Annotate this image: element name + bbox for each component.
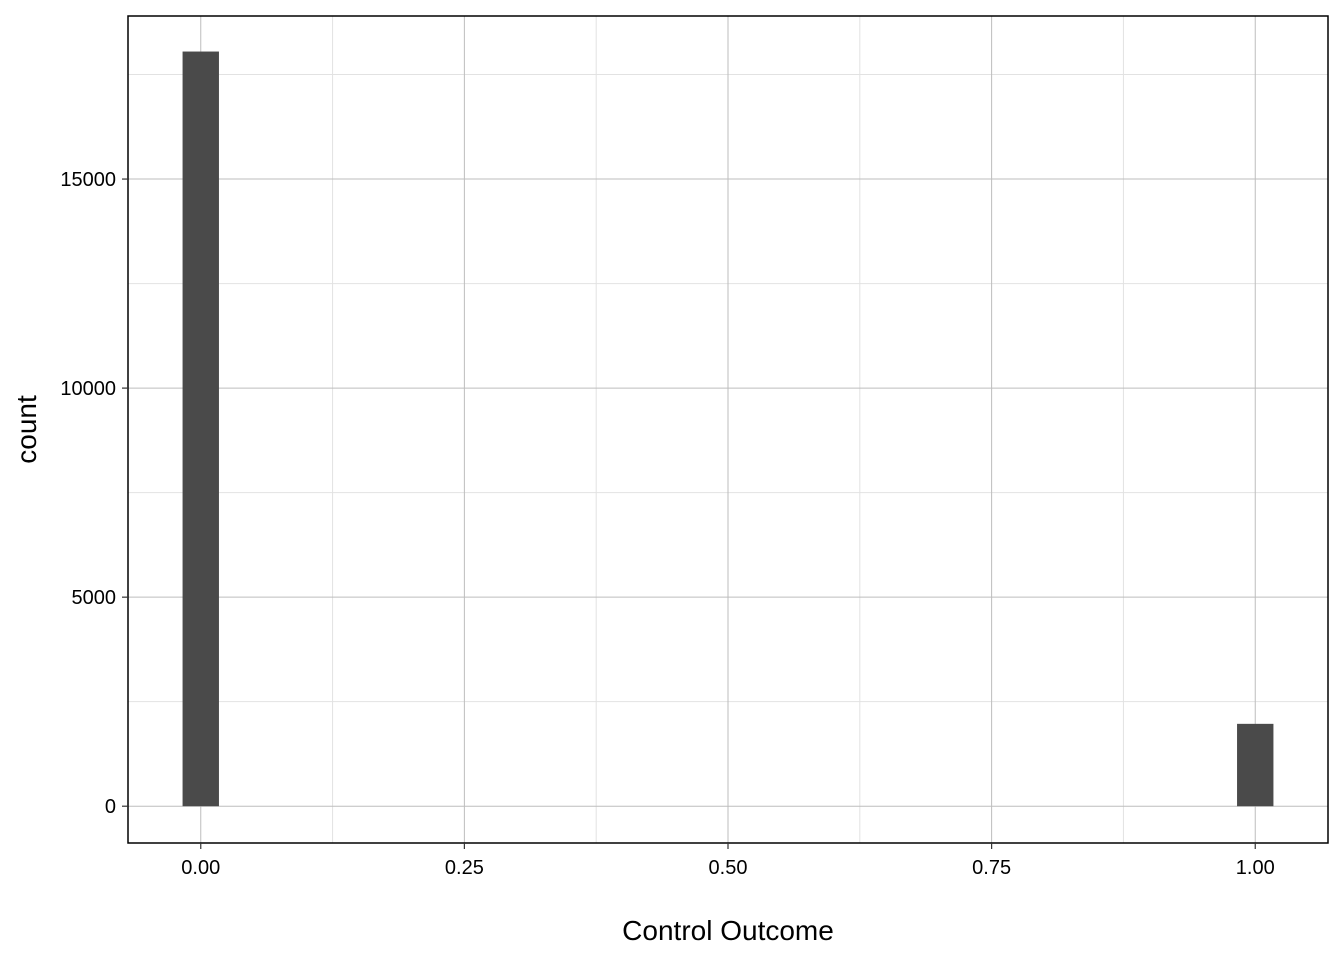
histogram-bars xyxy=(182,51,1274,807)
x-tick-label: 0.50 xyxy=(709,857,748,879)
y-tick-label: 15000 xyxy=(60,169,116,191)
histogram-bar xyxy=(182,51,219,807)
x-tick-label: 0.75 xyxy=(972,857,1011,879)
x-tick-label: 0.25 xyxy=(445,857,484,879)
y-tick-label: 5000 xyxy=(72,587,117,609)
x-tick-label: 1.00 xyxy=(1236,857,1275,879)
y-axis: 0 5000 10000 15000 xyxy=(60,169,128,818)
x-tick-label: 0.00 xyxy=(181,857,220,879)
y-tick-label: 0 xyxy=(105,796,116,818)
histogram-bar xyxy=(1237,723,1274,807)
y-tick-label: 10000 xyxy=(60,378,116,400)
x-axis: 0.00 0.25 0.50 0.75 1.00 xyxy=(181,843,1275,879)
x-axis-title: Control Outcome xyxy=(622,915,834,946)
y-axis-title: count xyxy=(11,395,42,464)
